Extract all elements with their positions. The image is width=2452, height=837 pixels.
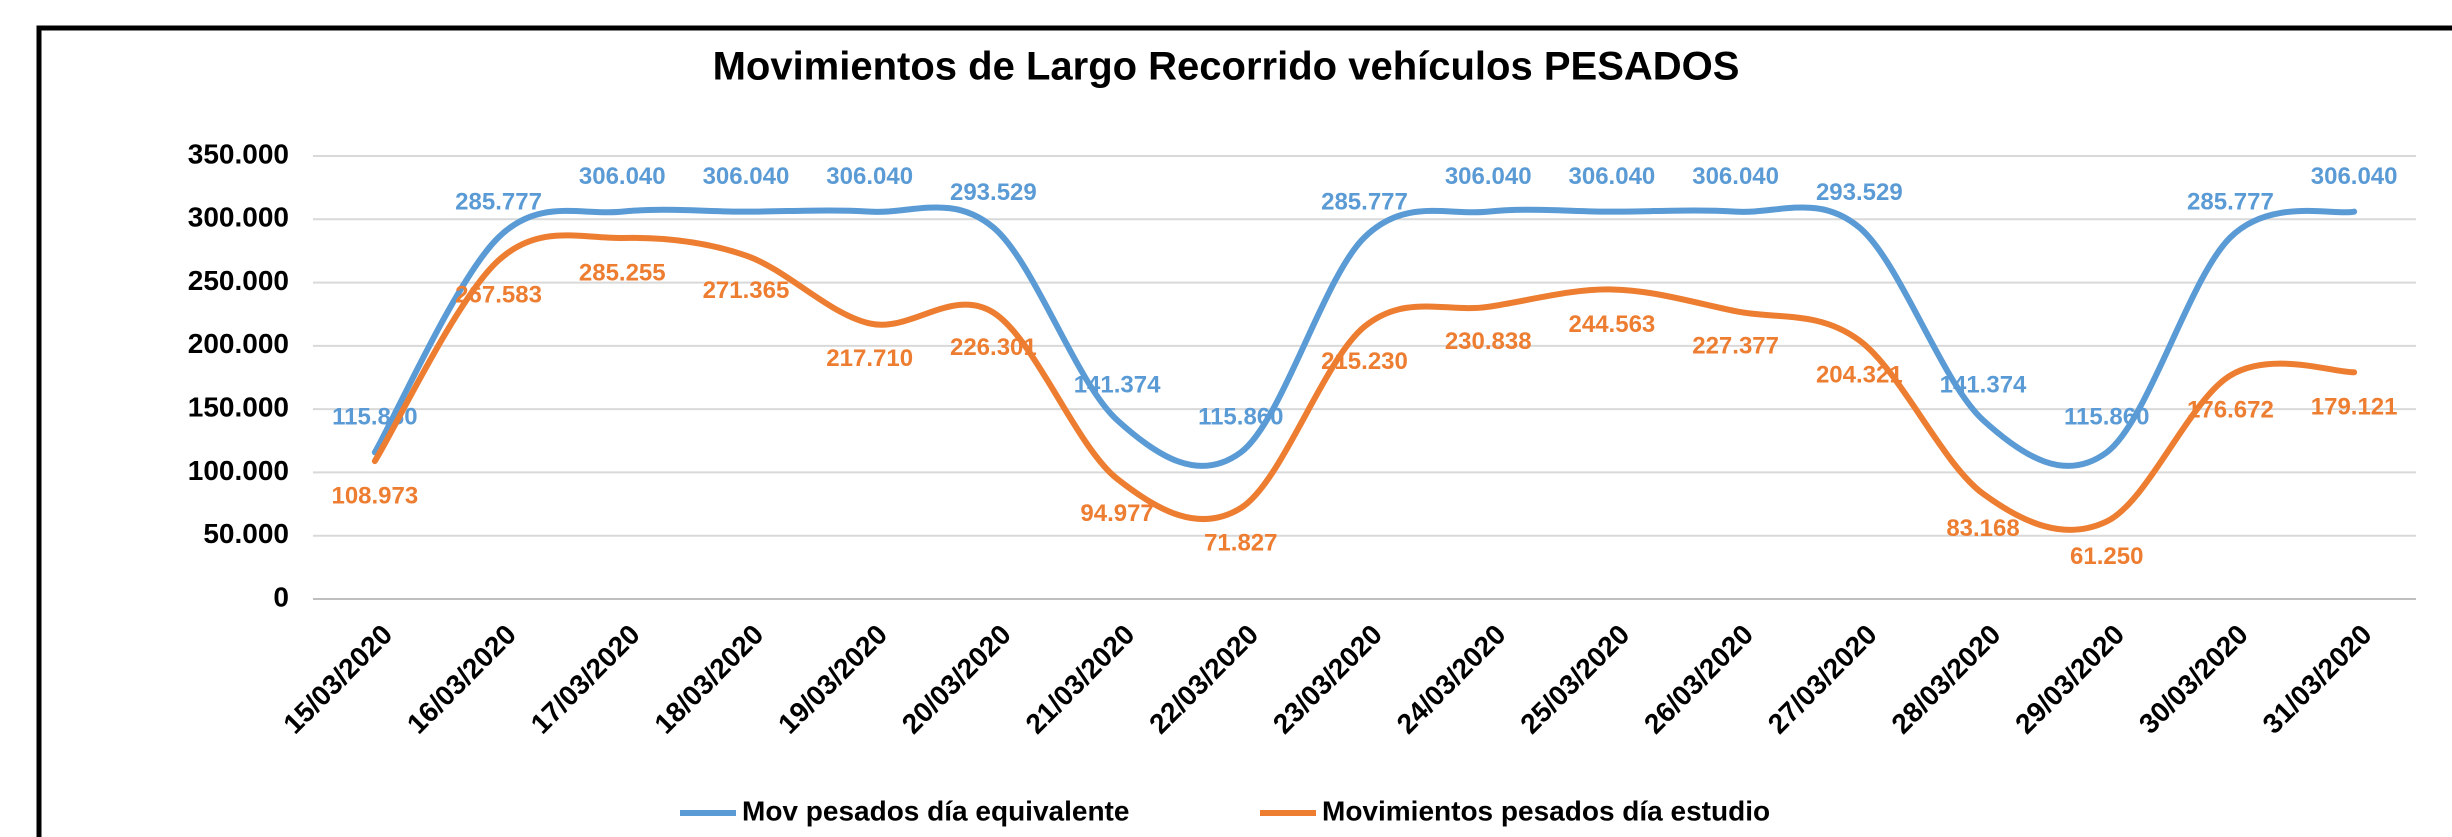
data-label: 94.977 — [1080, 500, 1153, 527]
line-series — [371, 232, 2358, 533]
x-tick-label: 30/03/2020 — [2133, 619, 2254, 740]
x-tick-label: 28/03/2020 — [1885, 619, 2006, 740]
data-label: 306.040 — [703, 163, 790, 190]
x-tick-label: 31/03/2020 — [2257, 619, 2378, 740]
data-label: 306.040 — [1569, 163, 1656, 190]
legend-label: Movimientos pesados día estudio — [1322, 795, 1770, 826]
data-label: 108.973 — [331, 482, 418, 509]
data-label: 176.672 — [2187, 397, 2274, 424]
x-tick-label: 24/03/2020 — [1391, 619, 1512, 740]
data-label: 71.827 — [1204, 529, 1277, 556]
data-label: 306.040 — [826, 163, 913, 190]
data-label: 306.040 — [1445, 163, 1532, 190]
data-label: 293.529 — [950, 179, 1037, 206]
data-label: 217.710 — [826, 345, 913, 372]
data-label: 293.529 — [1816, 179, 1903, 206]
y-tick-label: 350.000 — [188, 138, 289, 169]
data-label: 61.250 — [2070, 543, 2143, 570]
data-label: 306.040 — [2311, 163, 2398, 190]
x-tick-label: 26/03/2020 — [1638, 619, 1759, 740]
y-tick-label: 50.000 — [203, 518, 289, 549]
x-tick-label: 25/03/2020 — [1514, 619, 1635, 740]
data-label: 285.777 — [1321, 189, 1408, 216]
data-label: 83.168 — [1946, 515, 2019, 542]
x-tick-label: 16/03/2020 — [401, 619, 522, 740]
y-tick-label: 300.000 — [188, 202, 289, 233]
data-label: 226.301 — [950, 334, 1037, 361]
data-label: 267.583 — [455, 282, 542, 309]
data-label: 179.121 — [2311, 394, 2398, 421]
data-label: 115.860 — [1198, 404, 1283, 431]
data-label: 230.838 — [1445, 328, 1532, 355]
line-series — [371, 204, 2358, 469]
x-tick-label: 18/03/2020 — [648, 619, 769, 740]
x-tick-label: 15/03/2020 — [277, 619, 398, 740]
chart-frame — [36, 25, 2452, 837]
x-tick-label: 20/03/2020 — [896, 619, 1017, 740]
x-tick-label: 22/03/2020 — [1143, 619, 1264, 740]
data-label: 115.860 — [2064, 404, 2149, 431]
data-label: 285.777 — [2187, 189, 2274, 216]
y-tick-label: 150.000 — [188, 392, 289, 423]
data-label: 306.040 — [579, 163, 666, 190]
x-tick-label: 21/03/2020 — [1020, 619, 1141, 740]
x-tick-label: 29/03/2020 — [2009, 619, 2130, 740]
x-tick-label: 19/03/2020 — [772, 619, 893, 740]
data-label: 227.377 — [1692, 333, 1779, 360]
y-tick-label: 200.000 — [188, 328, 289, 359]
x-tick-label: 23/03/2020 — [1267, 619, 1388, 740]
data-label: 204.321 — [1816, 362, 1903, 389]
data-label: 306.040 — [1692, 163, 1779, 190]
data-label: 215.230 — [1321, 348, 1408, 375]
chart-title: Movimientos de Largo Recorrido vehículos… — [713, 45, 1740, 89]
data-label: 141.374 — [1074, 371, 1161, 398]
x-tick-label: 17/03/2020 — [525, 619, 646, 740]
data-label: 285.777 — [455, 189, 542, 216]
x-tick-label: 27/03/2020 — [1762, 619, 1883, 740]
y-tick-label: 0 — [273, 581, 289, 612]
data-label: 141.374 — [1940, 371, 2027, 398]
data-label: 244.563 — [1569, 311, 1656, 338]
data-label: 285.255 — [579, 259, 666, 286]
data-label: 271.365 — [703, 277, 790, 304]
legend-label: Mov pesados día equivalente — [742, 795, 1129, 826]
y-tick-label: 250.000 — [188, 265, 289, 296]
y-tick-label: 100.000 — [188, 455, 289, 486]
